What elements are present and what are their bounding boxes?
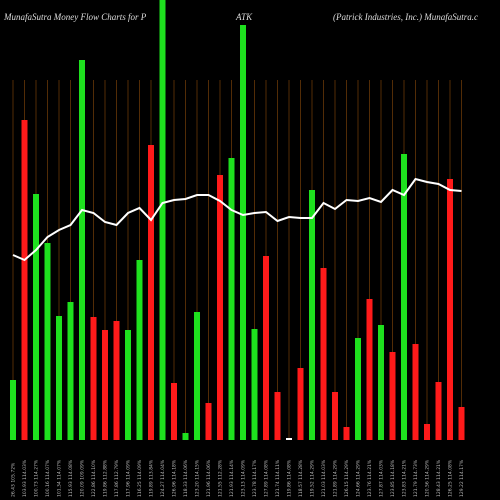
bar bbox=[171, 383, 177, 440]
x-tick-label: 121.55 112.28% bbox=[218, 459, 224, 497]
bar bbox=[458, 407, 465, 440]
x-tick-label: 120.56 114.29% bbox=[425, 459, 431, 497]
x-tick-label: 120.09 109.09% bbox=[80, 459, 86, 497]
x-tick-label: 123.78 114.17% bbox=[252, 459, 258, 497]
bar bbox=[297, 368, 304, 440]
x-tick-label: 103.93 114.03% bbox=[22, 459, 28, 497]
x-tick-label: 121.93 114.14% bbox=[229, 459, 235, 497]
x-tick-label: 121.03 114.03% bbox=[321, 459, 327, 497]
bar bbox=[332, 392, 338, 440]
bar bbox=[125, 330, 131, 440]
x-tick-label: 119.86 114.08% bbox=[287, 459, 293, 497]
bar bbox=[159, 0, 166, 440]
title-center: ATK bbox=[235, 12, 253, 22]
x-tick-label: 123.76 114.21% bbox=[367, 459, 373, 497]
x-tick-label: 126.25 114.08% bbox=[448, 459, 454, 497]
x-tick-label: 128.43 114.21% bbox=[436, 459, 442, 497]
bar bbox=[424, 424, 430, 440]
x-tick-label: 100.73 114.27% bbox=[34, 459, 40, 497]
bar bbox=[240, 25, 246, 440]
bar bbox=[343, 427, 350, 440]
x-tick-label: 123.85 114.18% bbox=[390, 459, 396, 497]
bar bbox=[435, 382, 442, 440]
bar bbox=[309, 190, 315, 440]
bar bbox=[182, 433, 189, 440]
x-tick-label: 117.96 114.09% bbox=[126, 459, 132, 497]
bar bbox=[148, 145, 154, 440]
bar bbox=[378, 325, 384, 440]
title-right: (Patrick Industries, Inc.) MunafaSutra.c bbox=[333, 12, 478, 22]
bar bbox=[44, 243, 51, 440]
x-tick-label: 121.96 114.06% bbox=[206, 459, 212, 497]
x-tick-label: 119.86 112.88% bbox=[103, 459, 109, 497]
x-tick-label: 124.66 114.29% bbox=[356, 459, 362, 497]
x-tick-label: 100.16 114.07% bbox=[45, 459, 51, 497]
x-tick-label: 123.83 114.21% bbox=[402, 459, 408, 497]
bar bbox=[274, 392, 281, 440]
x-tick-label: 127.89 114.08% bbox=[264, 459, 270, 497]
x-tick-label: 127.87 114.03% bbox=[379, 459, 385, 497]
bar bbox=[56, 316, 62, 440]
x-tick-label: 126.96 114.18% bbox=[172, 459, 178, 497]
bar bbox=[194, 312, 200, 440]
bar bbox=[113, 321, 120, 440]
x-tick-label: 122.86 114.10% bbox=[91, 459, 97, 497]
bar bbox=[67, 302, 74, 440]
bar bbox=[136, 260, 143, 440]
bar bbox=[320, 268, 327, 440]
bar bbox=[33, 194, 39, 440]
x-tick-label: 123.13 114.09% bbox=[241, 459, 247, 497]
bar bbox=[21, 120, 28, 440]
bar bbox=[355, 338, 361, 440]
x-tick-label: 119.89 113.84% bbox=[149, 459, 155, 497]
x-tick-label: 123.20 114.15% bbox=[195, 459, 201, 497]
title-left: MunafaSutra Money Flow Charts for P bbox=[3, 12, 147, 22]
x-tick-label: 118.33 114.06% bbox=[183, 459, 189, 497]
bar bbox=[90, 317, 97, 440]
x-tick-label: 119.52 114.29% bbox=[310, 459, 316, 497]
line bbox=[12, 177, 462, 262]
x-tick-label: 26.43 105.72% bbox=[11, 462, 17, 497]
bar bbox=[366, 299, 373, 440]
x-tick-label: 117.86 112.79% bbox=[114, 459, 120, 497]
bar bbox=[10, 380, 16, 440]
x-tick-label: 129.22 114.17% bbox=[459, 459, 465, 497]
x-tick-label: 124.27 114.04% bbox=[160, 459, 166, 497]
x-tick-label: 118.57 114.28% bbox=[298, 459, 304, 497]
x-tick-label: 101.34 114.07% bbox=[57, 459, 63, 497]
x-tick-label: 126.15 114.29% bbox=[344, 459, 350, 497]
bar bbox=[389, 352, 396, 440]
x-tick-label: 116.25 114.09% bbox=[137, 459, 143, 497]
bar bbox=[217, 175, 223, 440]
bar bbox=[263, 256, 269, 440]
x-tick-label: 121.79 114.73% bbox=[413, 459, 419, 497]
bar bbox=[286, 438, 292, 440]
bar bbox=[447, 179, 453, 440]
bar bbox=[251, 329, 258, 440]
bar bbox=[401, 154, 407, 440]
bar bbox=[102, 330, 108, 440]
bar bbox=[412, 344, 419, 440]
bar bbox=[228, 158, 235, 440]
x-tick-label: 115.93 114.08% bbox=[68, 459, 74, 497]
bar bbox=[205, 403, 212, 440]
bar bbox=[79, 60, 85, 440]
x-tick-label: 121.74 114.11% bbox=[275, 459, 281, 497]
x-tick-label: 121.89 114.29% bbox=[333, 459, 339, 497]
